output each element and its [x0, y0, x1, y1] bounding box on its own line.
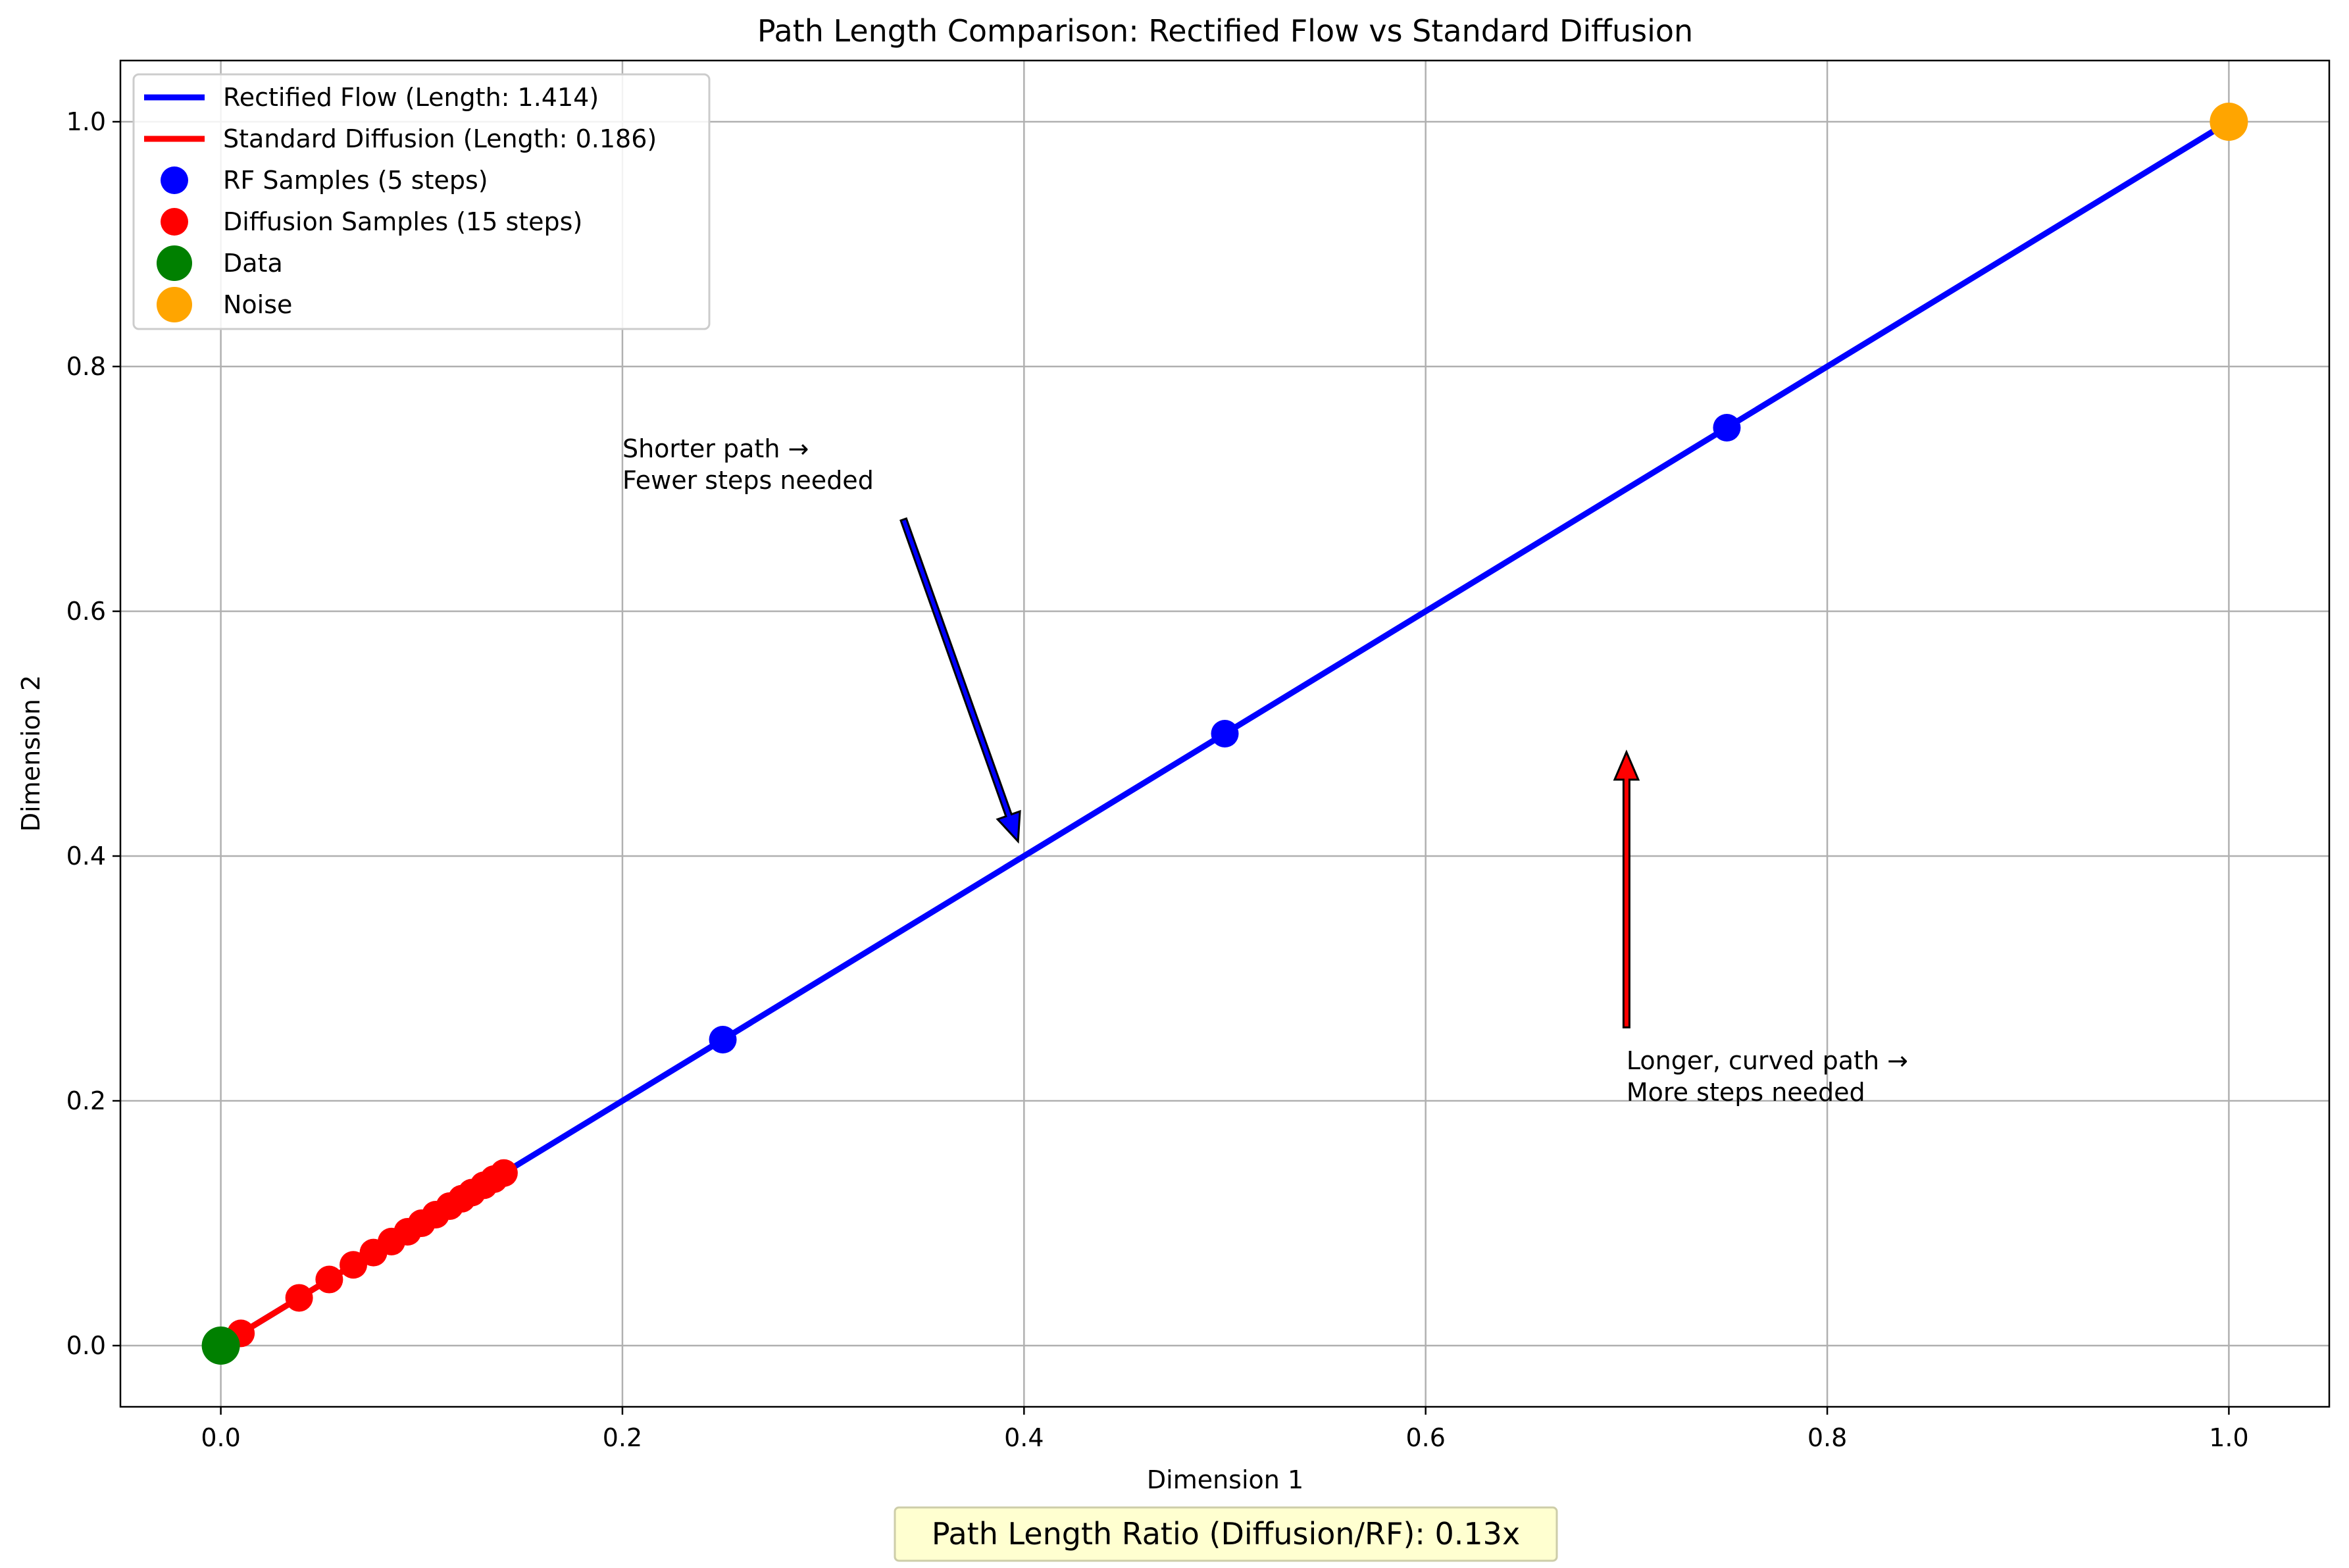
annotation-text-1-line-0: Longer, curved path → [1627, 1046, 1908, 1075]
path-ratio-text: Path Length Ratio (Diffusion/RF): 0.13x [932, 1516, 1520, 1552]
annotation-arrow-1 [1613, 749, 1640, 1028]
x-axis-ticks: 0.0 0.2 0.4 0.6 0.8 1.0 [201, 1407, 2249, 1452]
x-tick-label: 0.8 [1807, 1423, 1847, 1452]
x-tick-label: 0.6 [1405, 1423, 1445, 1452]
annotation-text-0-line-1: Fewer steps needed [622, 466, 874, 495]
data-point [1211, 720, 1239, 747]
legend-entry-label: Noise [223, 290, 292, 319]
x-tick-label: 0.2 [603, 1423, 642, 1452]
legend-marker-swatch [157, 287, 192, 322]
series-layer [201, 103, 2248, 1365]
plot-frame [119, 59, 2331, 1408]
annotation-text-0-line-0: Shorter path → [622, 434, 809, 463]
x-axis-label: Dimension 1 [1147, 1465, 1303, 1494]
x-tick-label: 0.0 [201, 1423, 240, 1452]
data-point [1713, 414, 1741, 442]
y-tick-label: 0.0 [66, 1331, 106, 1360]
y-tick-label: 0.4 [66, 842, 106, 871]
x-tick-label: 1.0 [2209, 1423, 2248, 1452]
path-ratio-box-background [894, 1506, 1558, 1562]
legend-entry-label: Diffusion Samples (15 steps) [223, 207, 582, 236]
legend-marker-swatch [157, 245, 192, 281]
legend-entry-label: Standard Diffusion (Length: 0.186) [223, 124, 657, 153]
data-point [2210, 103, 2248, 141]
data-point [201, 1327, 240, 1365]
y-tick-label: 1.0 [66, 107, 106, 136]
y-tick-label: 0.6 [66, 597, 106, 626]
data-point [709, 1026, 737, 1053]
chart-title: Path Length Comparison: Rectified Flow v… [757, 13, 1693, 49]
legend-entry-label: RF Samples (5 steps) [223, 166, 488, 195]
y-tick-label: 0.8 [66, 352, 106, 381]
data-point [315, 1265, 343, 1294]
legend-entry-label: Data [223, 249, 283, 278]
data-point [490, 1159, 518, 1187]
legend-entry-label: Rectified Flow (Length: 1.414) [223, 83, 599, 112]
annotation-layer: Shorter path → Fewer steps needed Longer, … [622, 434, 1908, 1107]
legend-marker-swatch [161, 166, 188, 194]
legend-marker-swatch [161, 208, 188, 236]
y-axis-label: Dimension 2 [16, 675, 45, 832]
y-axis-ticks: 0.0 0.2 0.4 0.6 0.8 1.0 [66, 107, 120, 1360]
path-ratio-box: Path Length Ratio (Diffusion/RF): 0.13x [894, 1506, 1558, 1562]
annotation-text-1-line-1: More steps needed [1627, 1078, 1865, 1107]
legend-box [132, 73, 711, 330]
annotation-arrow-0 [899, 517, 1021, 844]
x-tick-label: 0.4 [1004, 1423, 1044, 1452]
data-point [285, 1284, 313, 1312]
y-tick-label: 0.2 [66, 1086, 106, 1115]
grid-lines [120, 61, 2329, 1407]
legend: Rectified Flow (Length: 1.414) Standard D… [132, 73, 711, 330]
data-point [340, 1251, 368, 1279]
